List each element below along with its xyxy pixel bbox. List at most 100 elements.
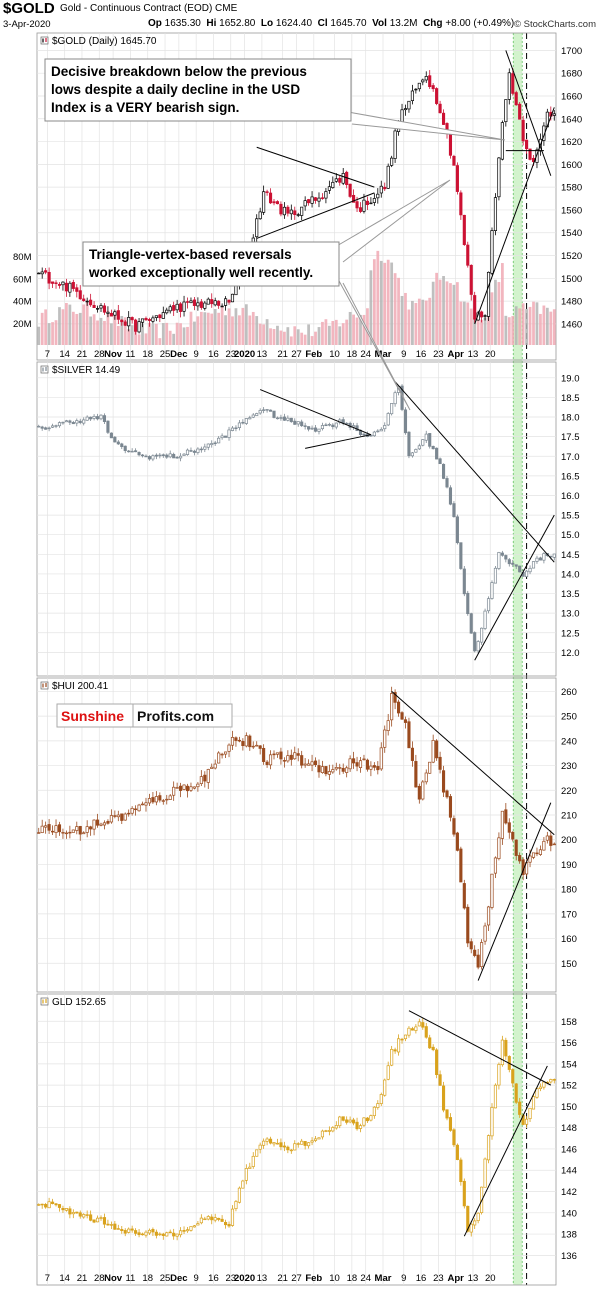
candle [199, 770, 203, 787]
candle [95, 813, 100, 828]
candle [275, 416, 280, 420]
candle [397, 1034, 401, 1056]
candle [109, 809, 113, 824]
candle [151, 1227, 155, 1236]
candle [68, 281, 72, 297]
y-tick-label: 144 [561, 1166, 577, 1177]
candle [109, 1221, 113, 1230]
candle [268, 1136, 273, 1145]
candle [244, 1164, 248, 1185]
volume-bar [494, 279, 497, 345]
panel-toggle-icon[interactable] [40, 36, 49, 45]
candle [78, 1210, 82, 1219]
candle [51, 825, 55, 836]
candle [116, 440, 120, 445]
volume-bar [456, 282, 459, 345]
volume-bar [327, 325, 331, 345]
annotation-triangle: Triangle-vertex-based reversals worked ex… [82, 241, 340, 287]
panel-toggle-icon[interactable] [40, 681, 49, 690]
candle [116, 304, 120, 324]
volume-bar [303, 334, 307, 345]
candle [217, 751, 221, 764]
volume-bar [258, 323, 262, 345]
candle [78, 825, 82, 841]
candle [268, 188, 273, 204]
volume-bar [120, 315, 124, 345]
candle [106, 306, 110, 318]
x-tick-label-bottom: 27 [291, 1273, 302, 1284]
candle [307, 198, 311, 206]
y-tick-label: 1500 [561, 274, 582, 285]
candle [265, 759, 269, 768]
candle [175, 782, 179, 789]
candle [220, 1215, 224, 1222]
stockcharts-brand: © StockCharts.com [514, 19, 596, 30]
candle [296, 212, 300, 218]
candle [127, 809, 131, 817]
volume-bar [78, 312, 82, 345]
candle [255, 1149, 259, 1157]
candle [37, 272, 41, 275]
volume-bar [217, 312, 221, 345]
candle [57, 421, 62, 428]
volume-bar [272, 329, 276, 345]
volume-bar [141, 323, 144, 345]
candle [448, 485, 453, 506]
candle [538, 1083, 542, 1092]
candle [410, 1026, 414, 1031]
candle [286, 1145, 290, 1154]
candle [417, 783, 421, 804]
candle [213, 297, 217, 307]
volume-bar [151, 323, 155, 345]
candle [189, 447, 193, 453]
x-tick-label-top: 9 [194, 349, 199, 360]
volume-bar [65, 302, 68, 345]
y-tick-label: 230 [561, 761, 577, 772]
candle [507, 818, 511, 839]
candle [542, 837, 546, 851]
candle [372, 193, 376, 206]
candle [244, 417, 248, 426]
y-tick-label: 210 [561, 810, 577, 821]
candle [210, 1214, 214, 1225]
candle [230, 293, 235, 303]
volume-bar [542, 305, 546, 345]
candle [75, 1211, 79, 1214]
panel-toggle-icon[interactable] [40, 997, 49, 1006]
y-tick-label: 15.0 [561, 530, 580, 541]
candle [445, 475, 449, 489]
candle [397, 699, 401, 717]
candle [37, 827, 41, 834]
candle [531, 852, 536, 860]
candle [51, 423, 55, 429]
candle [514, 564, 518, 569]
candle [147, 455, 152, 461]
volume-bar [528, 306, 532, 345]
candle [279, 414, 283, 421]
candle [224, 1219, 228, 1229]
y-tick-label: 14.5 [561, 550, 580, 561]
candle [393, 689, 397, 710]
volume-bar [545, 307, 549, 345]
candle [279, 1138, 283, 1151]
candle [78, 418, 82, 425]
candle [64, 419, 68, 423]
candle [199, 298, 203, 310]
candle [500, 1035, 504, 1067]
candle [89, 825, 93, 836]
candle [372, 1106, 376, 1119]
candle [365, 1116, 369, 1123]
y-tick-label: 150 [561, 959, 577, 970]
candle [320, 193, 325, 200]
volume-tick-label: 40M [13, 297, 32, 308]
hi-label: Hi [206, 18, 217, 29]
x-tick-label-bottom: Feb [305, 1273, 322, 1284]
volume-bar [414, 302, 418, 345]
panel-toggle-icon[interactable] [40, 365, 49, 374]
candle [158, 452, 162, 459]
volume-bar [390, 262, 394, 345]
volume-bar [355, 317, 359, 345]
candle [493, 565, 498, 584]
candle [334, 422, 338, 430]
candle [137, 803, 141, 812]
